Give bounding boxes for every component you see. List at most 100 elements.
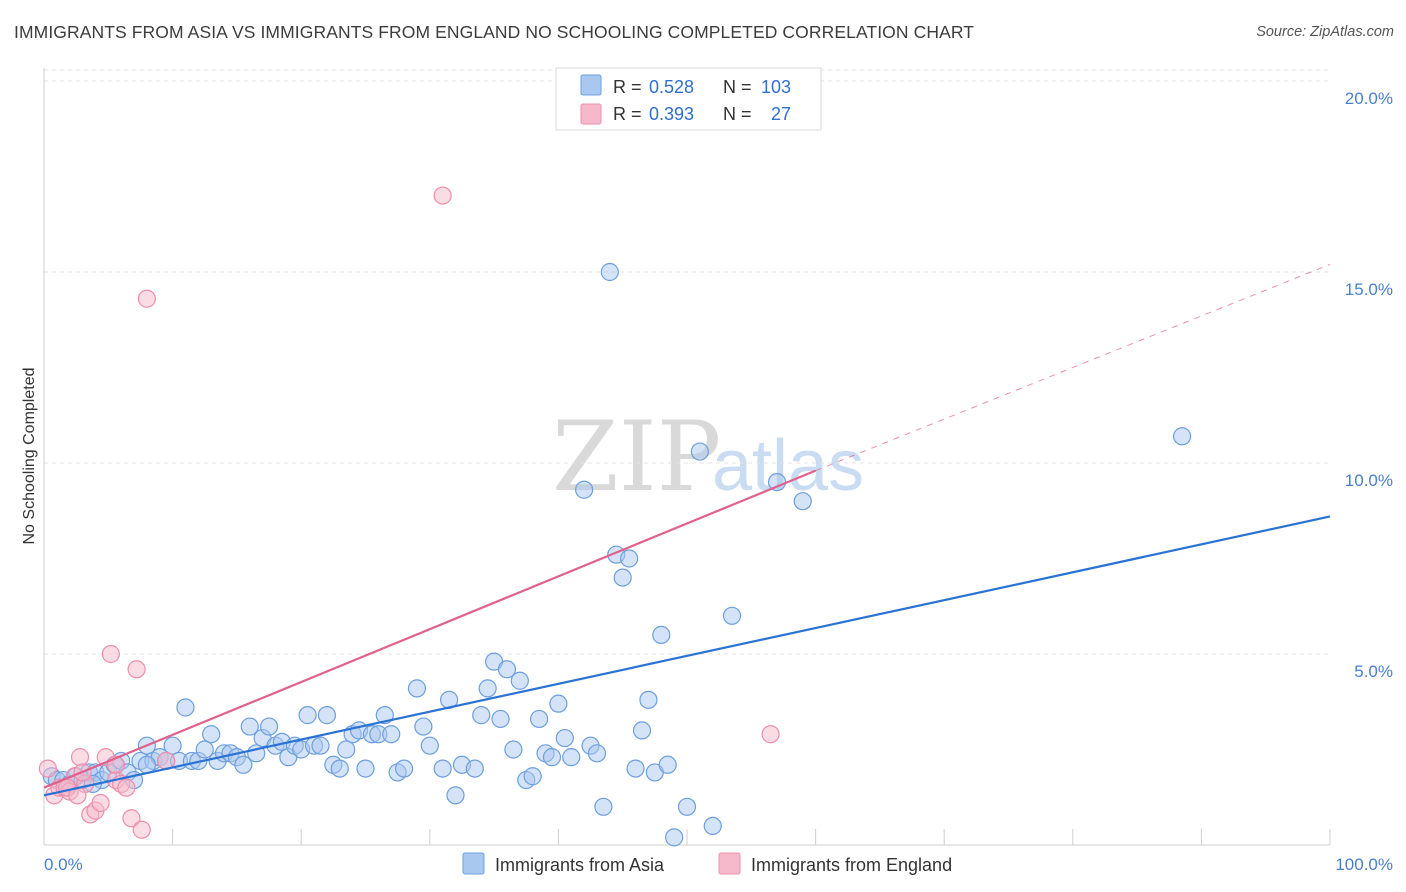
england-point [433, 186, 452, 205]
correlation-legend: R = 0.528 N = 103 R = 0.393 N = 27 [555, 67, 822, 131]
asia-point [658, 755, 677, 774]
asia-point [555, 728, 574, 748]
series-england-points [38, 186, 780, 839]
england-point [38, 759, 57, 778]
england-point [101, 644, 120, 664]
asia-point [311, 736, 330, 755]
england-point [70, 748, 90, 767]
y-tick-label: 5.0% [1354, 662, 1393, 681]
watermark-atlas: atlas [712, 426, 864, 506]
asia-point [407, 679, 427, 698]
bottom-legend-england-swatch [718, 852, 741, 875]
asia-point [414, 717, 433, 736]
asia-point [394, 759, 414, 778]
legend-england-swatch [580, 103, 602, 125]
legend-asia-n-value: 103 [761, 77, 791, 97]
asia-point [259, 717, 279, 736]
england-point [132, 820, 151, 839]
legend-asia-r-value: 0.528 [649, 77, 694, 97]
england-point [127, 660, 146, 679]
watermark: ZIP atlas [552, 401, 864, 513]
england-point [137, 289, 156, 308]
bottom-legend-asia-label: Immigrants from Asia [495, 855, 665, 875]
asia-point [330, 759, 349, 778]
asia-point [1173, 427, 1192, 446]
asia-point [665, 828, 684, 847]
y-tick-label: 10.0% [1345, 471, 1393, 490]
asia-point [465, 759, 484, 778]
trendlines [43, 263, 1331, 797]
source-credit: Source: ZipAtlas.com [1256, 24, 1394, 40]
england-point [68, 786, 87, 805]
asia-point [620, 549, 639, 568]
y-tick-label: 15.0% [1345, 280, 1393, 299]
legend-asia-r-label: R = [613, 77, 642, 97]
asia-point [677, 797, 697, 816]
series-asia-points [42, 262, 1192, 847]
asia-point [491, 709, 510, 729]
legend-england-r-label: R = [613, 104, 642, 124]
asia-point [382, 725, 401, 744]
asia-trendline [43, 515, 1331, 797]
y-tick-label: 20.0% [1345, 89, 1393, 108]
y-axis-label: No Schooling Completed [21, 368, 38, 545]
asia-point [575, 480, 594, 499]
england-point [761, 725, 780, 744]
chart-title: IMMIGRANTS FROM ASIA VS IMMIGRANTS FROM … [14, 22, 975, 42]
bottom-legend-england-label: Immigrants from England [751, 855, 952, 875]
asia-point [562, 748, 581, 767]
legend-england-n-value: 27 [771, 104, 791, 124]
grid-lines [44, 69, 1330, 655]
asia-point [722, 606, 742, 625]
asia-point [632, 721, 652, 740]
asia-point [542, 748, 562, 767]
asia-point [613, 568, 632, 587]
asia-point [530, 709, 549, 729]
asia-point [523, 767, 542, 786]
asia-point [433, 759, 452, 778]
asia-point [639, 690, 658, 709]
asia-point [594, 797, 613, 816]
asia-point [478, 679, 497, 698]
asia-point [690, 442, 709, 461]
england-point [117, 778, 136, 797]
asia-point [600, 262, 619, 282]
asia-point [234, 755, 253, 774]
legend-england-r-value: 0.393 [649, 104, 694, 124]
asia-point [298, 706, 317, 725]
legend-asia-swatch [580, 74, 602, 96]
x-tick-label-min: 0.0% [44, 855, 83, 874]
x-tick-label-max: 100.0% [1335, 855, 1393, 874]
england-point [122, 809, 141, 828]
asia-point [163, 736, 182, 755]
asia-point [240, 717, 259, 736]
asia-point [356, 759, 375, 778]
england-point [91, 793, 110, 813]
asia-point [793, 492, 812, 511]
asia-point [626, 759, 645, 778]
asia-point [472, 706, 491, 725]
england-trendline-extension [815, 263, 1331, 472]
asia-point [510, 671, 529, 690]
y-tick-labels: 5.0% 10.0% 15.0% 20.0% [1345, 89, 1393, 681]
asia-point [587, 744, 607, 763]
asia-point [703, 816, 722, 836]
series-legend: Immigrants from Asia Immigrants from Eng… [462, 852, 952, 875]
asia-point [652, 625, 671, 645]
asia-point [337, 740, 356, 759]
asia-point [420, 736, 439, 755]
axes [43, 68, 1331, 846]
asia-point [176, 698, 195, 717]
asia-point [504, 740, 523, 759]
asia-point [375, 706, 394, 725]
legend-asia-n-label: N = [723, 77, 752, 97]
bottom-legend-asia-swatch [462, 852, 485, 875]
england-trendline [43, 469, 817, 789]
asia-point [446, 786, 465, 805]
asia-point [202, 725, 221, 744]
asia-point [497, 660, 517, 679]
asia-point [195, 740, 214, 759]
asia-point [317, 706, 337, 725]
x-tick-labels: 0.0% 100.0% [44, 855, 1393, 874]
